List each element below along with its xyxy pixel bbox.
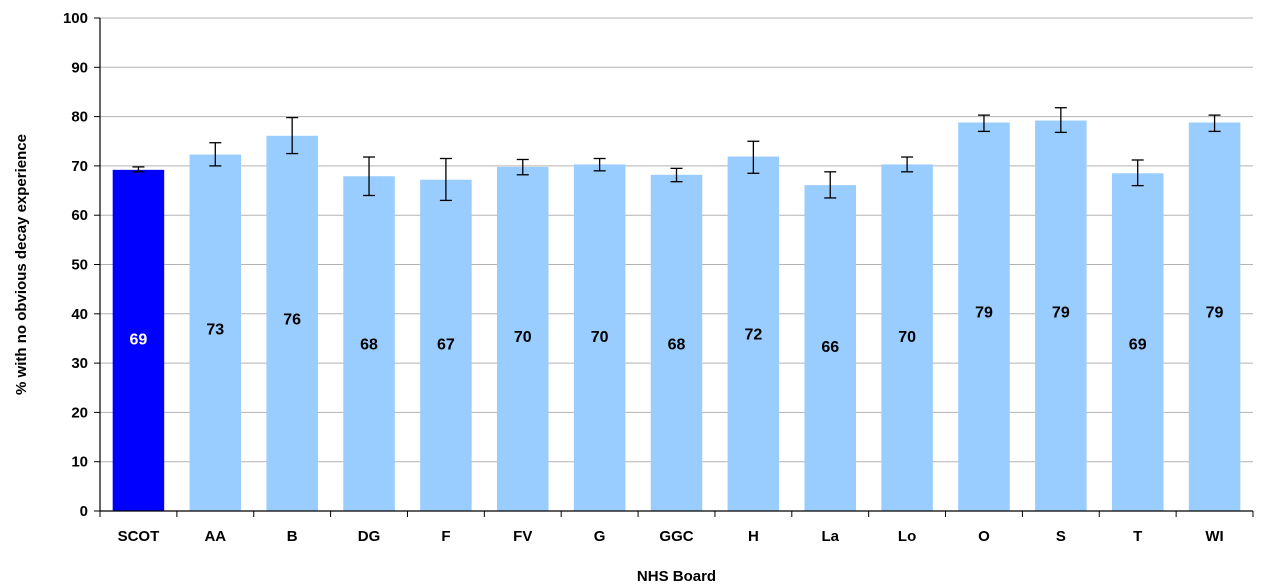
bar-b [266,135,318,511]
data-label: 70 [898,329,916,346]
x-tick-label: H [748,528,759,545]
x-tick-label: B [287,528,298,545]
y-axis-title: % with no obvious decay experience [13,134,30,395]
x-tick-label: G [594,528,606,545]
data-label: 66 [821,339,839,356]
y-tick-labels: 0 10 20 30 40 50 60 70 80 90 100 [63,10,88,520]
data-label: 70 [514,329,532,346]
x-tick-label: DG [358,528,381,545]
bar-f [420,179,472,512]
y-tick-label: 0 [80,503,88,520]
data-label: 79 [975,304,993,321]
data-label: 73 [206,322,224,339]
data-label: 69 [130,331,148,348]
y-tick-label: 100 [63,10,88,27]
bar-fv [497,166,549,512]
bar-la [804,185,856,511]
x-tick-label: GGC [659,528,693,545]
y-tick-label: 80 [71,109,88,126]
data-label: 79 [1052,304,1070,321]
y-tick-label: 60 [71,207,88,224]
data-label: 68 [360,336,378,353]
error-bars [132,107,1221,202]
y-tick-label: 10 [71,454,88,471]
x-axis-title: NHS Board [637,568,716,585]
data-labels: 69 73 76 68 67 70 70 68 72 66 70 79 79 69 79 [130,304,1224,356]
y-tick-label: 40 [71,306,88,323]
x-tick-label: F [441,528,450,545]
bar-h [727,156,780,511]
bar-lo [881,164,933,511]
bars [112,120,1241,512]
data-label: 79 [1206,304,1224,321]
bar-o [958,122,1010,512]
y-tick-label: 70 [71,158,88,175]
x-tick-label: T [1133,528,1142,545]
data-label: 67 [437,336,455,353]
x-tick-label: Lo [898,528,916,545]
y-tick-label: 90 [71,59,88,76]
y-tick-label: 30 [71,355,88,372]
bar-ggc [650,174,703,512]
bar-scot [112,169,165,511]
y-tick-label: 50 [71,257,88,274]
data-label: 69 [1129,336,1147,353]
bar-wi [1188,122,1241,512]
data-label: 76 [283,312,301,329]
x-tick-label: SCOT [118,528,160,545]
bar-g [573,164,626,511]
x-tick-label: O [978,528,990,545]
x-tick-labels: SCOT AA B DG F FV G GGC H La Lo O S T WI [118,528,1224,545]
data-label: 68 [668,336,686,353]
axes [94,17,1254,517]
x-tick-label: S [1056,528,1066,545]
data-label: 72 [744,327,762,344]
bar-aa [189,154,242,511]
data-label: 70 [591,329,609,346]
y-tick-label: 20 [71,404,88,421]
x-tick-label: La [821,528,839,545]
x-tick-label: AA [204,528,226,545]
bar-dg [343,176,395,512]
bar-t [1111,173,1164,512]
x-tick-label: WI [1205,528,1223,545]
x-tick-label: FV [513,528,532,545]
bar-s [1035,120,1087,511]
